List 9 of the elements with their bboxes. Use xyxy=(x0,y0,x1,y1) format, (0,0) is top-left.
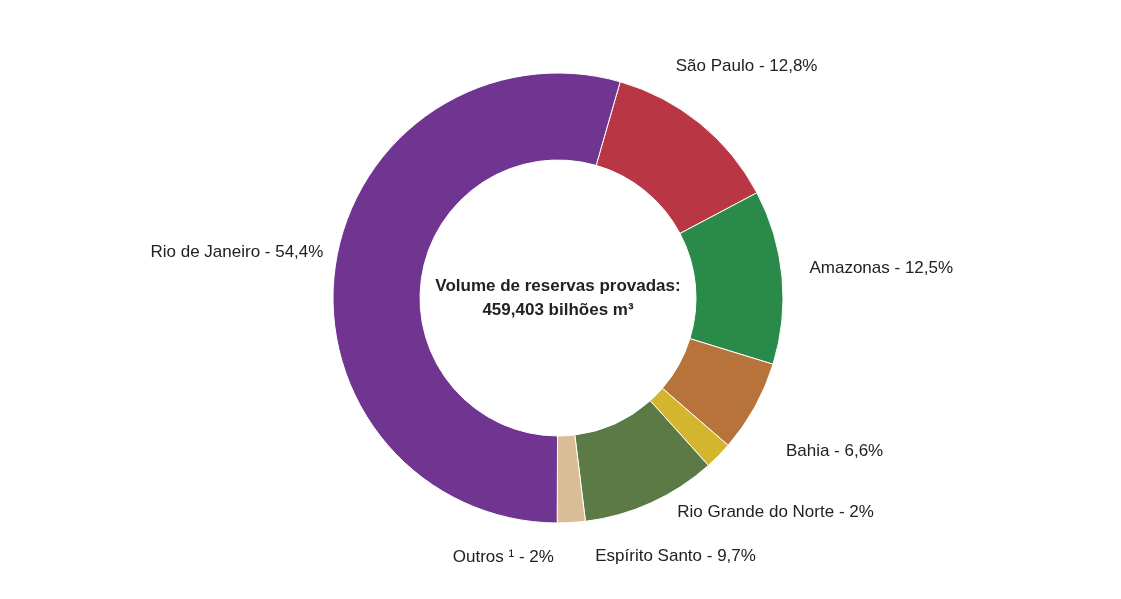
slice-label: Rio de Janeiro - 54,4% xyxy=(150,242,324,262)
slice-label: São Paulo - 12,8% xyxy=(675,55,818,75)
slice-label: Outros ¹ - 2% xyxy=(452,546,554,566)
slice-label: Rio Grande do Norte - 2% xyxy=(677,501,874,521)
text: Volume de reservas provadas: xyxy=(435,276,681,295)
slice-label: Amazonas - 12,5% xyxy=(809,257,954,277)
slice-label: Espírito Santo - 9,7% xyxy=(595,546,756,566)
text: 459,403 bilhões m³ xyxy=(482,300,634,319)
slice-label: Bahia - 6,6% xyxy=(785,441,884,461)
